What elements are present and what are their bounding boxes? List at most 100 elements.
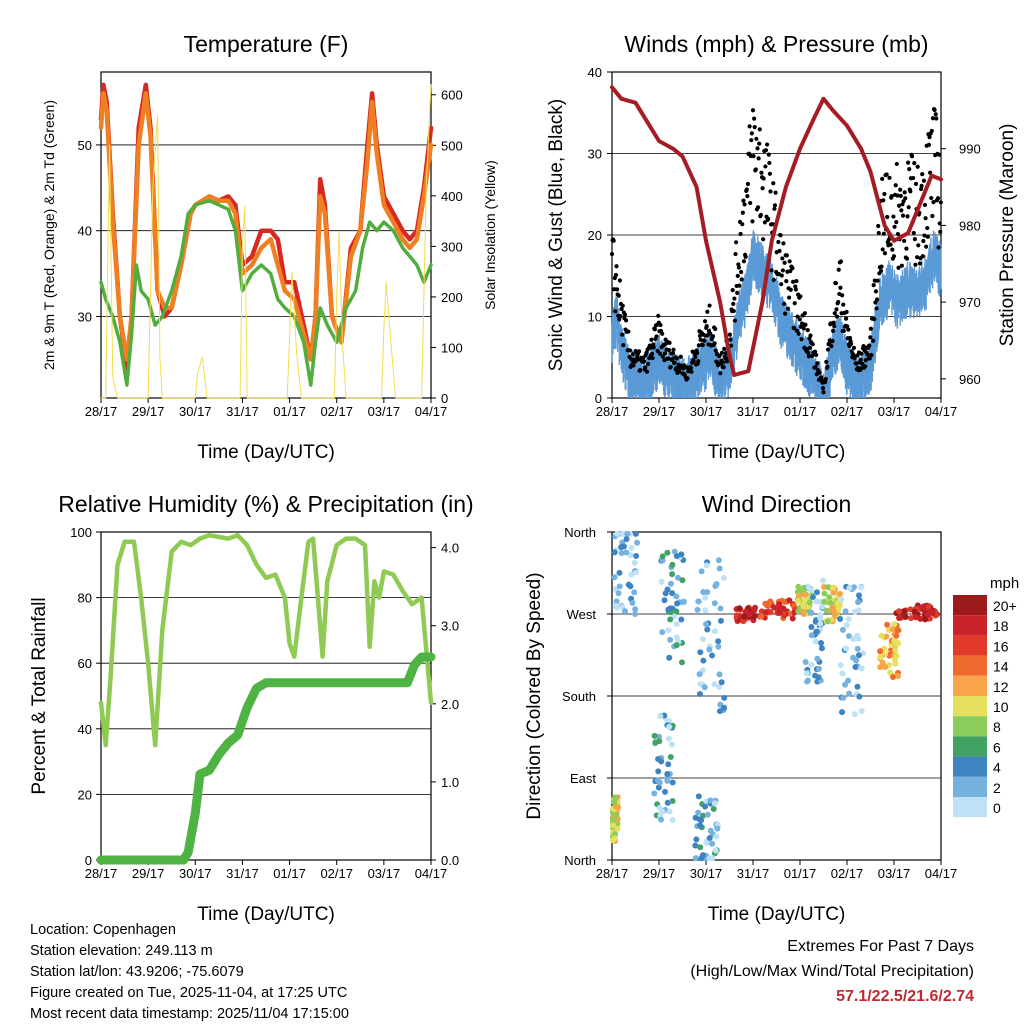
direction-point bbox=[826, 594, 833, 601]
direction-point bbox=[711, 800, 718, 807]
x-tick-label: 30/17 bbox=[179, 866, 212, 881]
direction-point bbox=[666, 654, 673, 661]
gust-point bbox=[727, 332, 732, 337]
gust-point bbox=[700, 342, 705, 348]
gust-point bbox=[750, 219, 755, 224]
gust-point bbox=[860, 361, 865, 366]
direction-point bbox=[703, 562, 710, 569]
x-tick-label: 04/17 bbox=[415, 404, 448, 419]
gust-point bbox=[882, 251, 888, 256]
gust-point bbox=[919, 183, 924, 188]
gust-point bbox=[712, 341, 717, 346]
gust-point bbox=[724, 359, 730, 364]
gust-point bbox=[693, 354, 698, 360]
gust-point bbox=[710, 334, 716, 339]
direction-point bbox=[667, 616, 674, 623]
extremes-title: Extremes For Past 7 Days bbox=[787, 938, 974, 955]
gust-point bbox=[869, 353, 874, 358]
legend-label: 0 bbox=[993, 800, 1001, 816]
gust-point bbox=[785, 306, 791, 311]
gust-point bbox=[825, 364, 830, 369]
series-9m-t bbox=[98, 91, 434, 362]
gust-point bbox=[843, 316, 849, 321]
direction-point bbox=[824, 618, 831, 625]
x-tick-label: 31/17 bbox=[737, 404, 770, 419]
direction-point bbox=[717, 605, 724, 612]
direction-point bbox=[697, 844, 704, 851]
winds-panel: 0 10 20 30 40 960 970 980 990 Winds (mph) & Press… bbox=[546, 31, 1018, 463]
direction-point bbox=[924, 611, 931, 618]
gust-point bbox=[861, 343, 866, 349]
direction-point bbox=[700, 852, 707, 859]
direction-point bbox=[623, 549, 630, 556]
gust-point bbox=[780, 256, 785, 261]
direction-point bbox=[632, 610, 639, 617]
x-tick-label: 29/17 bbox=[132, 404, 165, 419]
gust-point bbox=[788, 268, 793, 274]
direction-point bbox=[838, 596, 845, 603]
gust-point bbox=[636, 349, 642, 354]
gust-point bbox=[631, 363, 636, 368]
gust-point bbox=[888, 242, 893, 247]
gust-point bbox=[880, 247, 885, 252]
direction-point bbox=[894, 627, 901, 634]
direction-point bbox=[621, 608, 628, 615]
direction-point bbox=[854, 645, 861, 652]
gust-point bbox=[614, 264, 619, 269]
gust-point bbox=[873, 289, 879, 294]
gust-point bbox=[660, 354, 665, 359]
direction-point bbox=[701, 684, 708, 691]
gust-point bbox=[899, 208, 904, 213]
gust-point bbox=[708, 331, 713, 336]
temperature-ylabel: 2m & 9m T (Red, Orange) & 2m Td (Green) bbox=[41, 100, 57, 370]
direction-point bbox=[821, 590, 828, 597]
direction-point bbox=[718, 679, 725, 686]
direction-point bbox=[808, 632, 815, 639]
y-right-tick-label: 100 bbox=[441, 340, 463, 355]
gust-point bbox=[754, 136, 759, 141]
direction-point bbox=[632, 530, 639, 537]
gust-point bbox=[812, 349, 818, 354]
direction-point bbox=[855, 652, 862, 659]
direction-point bbox=[710, 806, 717, 813]
gust-point bbox=[922, 233, 927, 238]
gust-point bbox=[904, 256, 910, 261]
direction-point bbox=[795, 608, 802, 615]
gust-point bbox=[657, 351, 663, 356]
direction-point bbox=[893, 641, 900, 648]
x-tick-label: 02/17 bbox=[320, 866, 353, 881]
direction-point bbox=[786, 597, 793, 604]
gust-point bbox=[859, 351, 864, 356]
gust-point bbox=[780, 268, 785, 273]
y-right-tick-label: 0.0 bbox=[441, 853, 459, 868]
gust-point bbox=[823, 376, 828, 382]
direction-point bbox=[627, 552, 634, 559]
extremes-box: Extremes For Past 7 Days (High/Low/Max W… bbox=[690, 934, 974, 1009]
x-tick-label: 03/17 bbox=[878, 866, 911, 881]
direction-point bbox=[661, 597, 668, 604]
direction-point bbox=[816, 665, 823, 672]
gust-point bbox=[770, 222, 775, 227]
direction-point bbox=[851, 711, 858, 718]
y-tick-label: 40 bbox=[78, 722, 92, 737]
gust-point bbox=[920, 172, 925, 177]
gust-point bbox=[907, 166, 912, 172]
direction-point bbox=[669, 797, 676, 804]
gust-point bbox=[660, 331, 665, 336]
direction-point bbox=[668, 741, 675, 748]
series-pressure bbox=[610, 85, 943, 377]
direction-point bbox=[922, 616, 929, 623]
direction-point bbox=[839, 670, 846, 677]
direction-point bbox=[657, 713, 664, 720]
gust-point bbox=[613, 309, 618, 314]
gust-point bbox=[834, 307, 839, 312]
direction-point bbox=[698, 817, 705, 824]
direction-point bbox=[856, 693, 863, 700]
gust-point bbox=[880, 176, 885, 181]
gust-point bbox=[894, 220, 899, 225]
direction-point bbox=[771, 604, 778, 611]
direction-points bbox=[609, 530, 941, 862]
gust-point bbox=[871, 338, 876, 343]
direction-point bbox=[665, 735, 672, 742]
